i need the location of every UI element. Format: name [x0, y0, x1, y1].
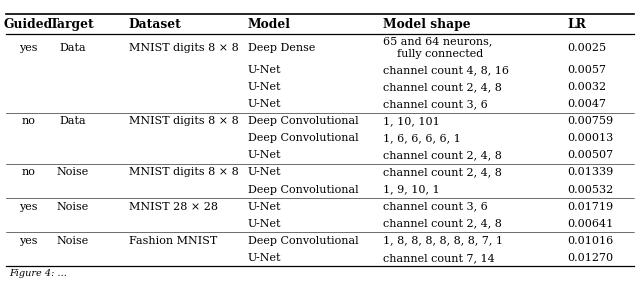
Text: U-Net: U-Net: [248, 99, 282, 109]
Text: 0.01016: 0.01016: [568, 236, 614, 246]
Text: 0.01270: 0.01270: [568, 253, 614, 263]
Text: Figure 4: ...: Figure 4: ...: [10, 268, 67, 278]
Text: 0.0057: 0.0057: [568, 65, 607, 75]
Text: Model: Model: [248, 18, 291, 31]
Text: no: no: [21, 116, 35, 126]
Text: Target: Target: [50, 18, 95, 31]
Text: U-Net: U-Net: [248, 82, 282, 92]
Text: Deep Convolutional: Deep Convolutional: [248, 133, 358, 143]
Text: 0.00532: 0.00532: [568, 185, 614, 194]
Text: channel count 4, 8, 16: channel count 4, 8, 16: [383, 65, 509, 75]
Text: Guided: Guided: [4, 18, 53, 31]
Text: 65 and 64 neurons,
    fully connected: 65 and 64 neurons, fully connected: [383, 37, 492, 59]
Text: Deep Convolutional: Deep Convolutional: [248, 116, 358, 126]
Text: 0.00759: 0.00759: [568, 116, 614, 126]
Text: U-Net: U-Net: [248, 253, 282, 263]
Text: channel count 3, 6: channel count 3, 6: [383, 99, 488, 109]
Text: 0.01339: 0.01339: [568, 167, 614, 177]
Text: 1, 6, 6, 6, 6, 1: 1, 6, 6, 6, 6, 1: [383, 133, 460, 143]
Text: 0.0025: 0.0025: [568, 43, 607, 53]
Text: Noise: Noise: [56, 236, 88, 246]
Text: Dataset: Dataset: [129, 18, 182, 31]
Text: channel count 3, 6: channel count 3, 6: [383, 202, 488, 212]
Text: Deep Convolutional: Deep Convolutional: [248, 185, 358, 194]
Text: U-Net: U-Net: [248, 150, 282, 160]
Text: 0.01719: 0.01719: [568, 202, 614, 212]
Text: MNIST digits 8 × 8: MNIST digits 8 × 8: [129, 167, 239, 177]
Text: no: no: [21, 167, 35, 177]
Text: 0.00013: 0.00013: [568, 133, 614, 143]
Text: U-Net: U-Net: [248, 219, 282, 229]
Text: channel count 2, 4, 8: channel count 2, 4, 8: [383, 167, 502, 177]
Text: U-Net: U-Net: [248, 65, 282, 75]
Text: yes: yes: [19, 236, 38, 246]
Text: yes: yes: [19, 43, 38, 53]
Text: channel count 2, 4, 8: channel count 2, 4, 8: [383, 219, 502, 229]
Text: 0.00507: 0.00507: [568, 150, 614, 160]
Text: 0.00641: 0.00641: [568, 219, 614, 229]
Text: channel count 2, 4, 8: channel count 2, 4, 8: [383, 82, 502, 92]
Text: MNIST digits 8 × 8: MNIST digits 8 × 8: [129, 116, 239, 126]
Text: Data: Data: [59, 43, 86, 53]
Text: 0.0032: 0.0032: [568, 82, 607, 92]
Text: LR: LR: [568, 18, 587, 31]
Text: yes: yes: [19, 202, 38, 212]
Text: Fashion MNIST: Fashion MNIST: [129, 236, 217, 246]
Text: Noise: Noise: [56, 167, 88, 177]
Text: MNIST digits 8 × 8: MNIST digits 8 × 8: [129, 43, 239, 53]
Text: U-Net: U-Net: [248, 167, 282, 177]
Text: Deep Dense: Deep Dense: [248, 43, 316, 53]
Text: 1, 10, 101: 1, 10, 101: [383, 116, 440, 126]
Text: Noise: Noise: [56, 202, 88, 212]
Text: Data: Data: [59, 116, 86, 126]
Text: 0.0047: 0.0047: [568, 99, 607, 109]
Text: channel count 7, 14: channel count 7, 14: [383, 253, 495, 263]
Text: MNIST 28 × 28: MNIST 28 × 28: [129, 202, 218, 212]
Text: 1, 9, 10, 1: 1, 9, 10, 1: [383, 185, 439, 194]
Text: Model shape: Model shape: [383, 18, 470, 31]
Text: channel count 2, 4, 8: channel count 2, 4, 8: [383, 150, 502, 160]
Text: U-Net: U-Net: [248, 202, 282, 212]
Text: 1, 8, 8, 8, 8, 8, 8, 7, 1: 1, 8, 8, 8, 8, 8, 8, 7, 1: [383, 236, 503, 246]
Text: Deep Convolutional: Deep Convolutional: [248, 236, 358, 246]
